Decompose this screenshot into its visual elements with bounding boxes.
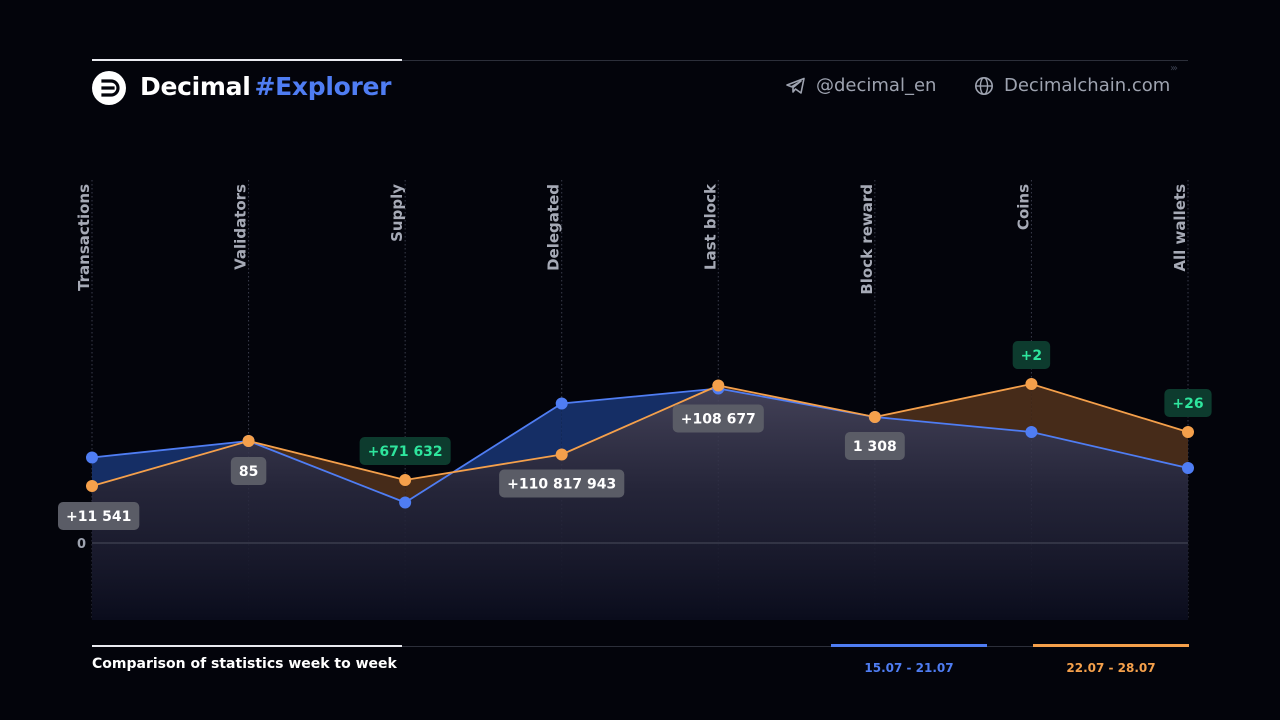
data-point-week-1 [1025, 426, 1038, 438]
value-badge-text: +671 632 [368, 444, 443, 460]
legend-week-2-swatch [1033, 644, 1189, 647]
value-badge: 1 308 [844, 432, 905, 460]
data-point-week-2 [868, 411, 881, 423]
header-divider-accent [92, 59, 402, 61]
data-point-week-1 [86, 451, 98, 464]
legend-week-2: 22.07 - 28.07 [1033, 644, 1189, 675]
category-label: Delegated [545, 184, 563, 271]
chart-caption: Comparison of statistics week to week [92, 656, 397, 672]
telegram-icon [786, 77, 806, 95]
value-badge: +108 677 [672, 404, 764, 433]
value-badge-bg [58, 502, 140, 530]
decimal-logo-icon [92, 71, 126, 105]
legend-week-2-label: 22.07 - 28.07 [1066, 661, 1156, 675]
value-badge-bg [359, 437, 451, 465]
globe-icon [974, 76, 994, 96]
value-badge-bg [672, 404, 764, 433]
data-point-week-2 [1182, 426, 1194, 438]
data-point-week-2 [712, 379, 725, 392]
category-label: Transactions [75, 184, 93, 291]
value-badge-bg [844, 432, 905, 460]
brand-accent: #Explorer [254, 72, 392, 101]
data-point-week-1 [555, 397, 568, 410]
category-label: Validators [232, 184, 250, 270]
zero-tick-label: 0 [77, 537, 86, 552]
category-label: Block reward [858, 184, 876, 295]
data-point-week-2 [399, 474, 412, 486]
value-badge-bg [1012, 341, 1051, 369]
value-badge-bg [1164, 389, 1212, 417]
value-badge-text: 1 308 [853, 439, 897, 455]
value-badge: +110 817 943 [499, 469, 625, 498]
value-badge-bg [499, 469, 625, 498]
data-point-week-2 [242, 435, 255, 447]
telegram-handle: @decimal_en [816, 75, 937, 96]
category-label: Coins [1014, 184, 1032, 230]
value-badge-bg [230, 457, 267, 485]
difference-area [1031, 384, 1188, 468]
legend-week-1-swatch [831, 644, 987, 647]
value-badge: +671 632 [359, 437, 451, 465]
footer-divider-accent [92, 645, 402, 647]
common-area [92, 388, 1188, 620]
value-badge: +26 [1164, 389, 1212, 417]
data-point-week-2 [1025, 378, 1038, 390]
legend-week-1: 15.07 - 21.07 [831, 644, 987, 675]
value-badge-text: +11 541 [66, 509, 131, 525]
legend-week-1-label: 15.07 - 21.07 [864, 661, 954, 675]
value-badge-text: +26 [1172, 396, 1203, 412]
value-badge-text: 85 [239, 464, 258, 480]
header-divider [92, 60, 1188, 61]
series-line-week-2 [91, 383, 1189, 487]
brand-name: Decimal [140, 72, 251, 101]
brand-title: Decimal #Explorer [140, 72, 392, 101]
value-badge-text: +2 [1021, 348, 1042, 364]
data-point-week-1 [1182, 462, 1194, 474]
data-point-week-2 [555, 448, 568, 461]
website-url: Decimalchain.com [1004, 75, 1171, 96]
telegram-link[interactable]: @decimal_en [786, 75, 936, 96]
website-link[interactable]: Decimalchain.com [974, 75, 1170, 96]
footer-divider [92, 646, 1188, 647]
category-label: Supply [388, 184, 406, 242]
data-point-week-2 [86, 480, 98, 492]
category-label: Last block [701, 183, 719, 270]
data-point-week-1 [399, 496, 412, 509]
value-badge-text: +110 817 943 [507, 477, 616, 493]
chevrons-icon: ››› [1170, 63, 1178, 74]
value-badge-text: +108 677 [681, 412, 756, 428]
category-label: All wallets [1171, 184, 1189, 272]
value-badge: 85 [230, 457, 267, 485]
value-badge: +11 541 [58, 502, 140, 530]
value-badge: +2 [1012, 341, 1051, 369]
series-line-week-1 [91, 387, 1189, 504]
